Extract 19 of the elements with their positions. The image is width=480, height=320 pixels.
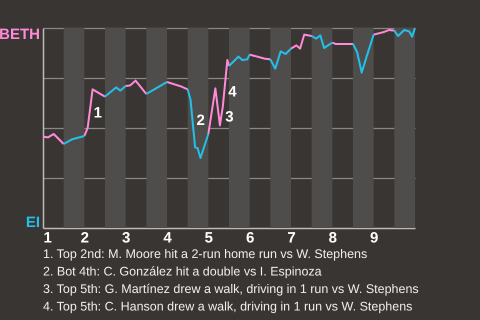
- text: 4. Top 5th: C. Hanson drew a walk, driving in 1 run vs W. Stephens: [43, 300, 412, 314]
- text: BETH: [0, 26, 40, 43]
- x-tick-label: 4: [163, 230, 172, 246]
- text: 1. Top 2nd: M. Moore hit a 2-run home run vs W. Stephens: [43, 247, 368, 261]
- annotation: 3: [225, 108, 234, 126]
- x-tick-label: 5: [204, 230, 214, 246]
- text: EI: [26, 214, 40, 231]
- x-tick-label: 7: [287, 230, 296, 246]
- annotation: 2: [196, 112, 205, 129]
- annotation: 1: [94, 104, 102, 122]
- text: 2. Bot 4th: C. González hit a double vs I. Espinoza: [43, 264, 322, 278]
- text: 3. Top 5th: G. Martínez drew a walk, driving in 1 run vs W. Stephens: [43, 282, 419, 296]
- x-tick-label: 1: [44, 230, 52, 246]
- x-tick-label: 6: [246, 230, 254, 246]
- x-tick-label: 2: [80, 230, 90, 246]
- annotation: 4: [228, 84, 238, 101]
- x-tick-label: 8: [328, 230, 338, 246]
- x-tick-label: 9: [370, 230, 378, 246]
- x-tick-label: 3: [122, 230, 130, 246]
